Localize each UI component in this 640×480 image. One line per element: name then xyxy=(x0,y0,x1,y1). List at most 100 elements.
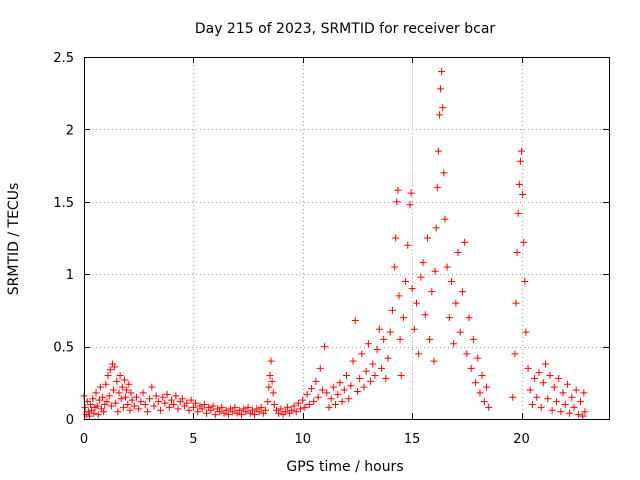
data-point xyxy=(312,377,320,385)
data-point xyxy=(480,398,488,406)
data-point xyxy=(393,198,401,206)
data-point xyxy=(281,408,289,416)
data-point xyxy=(542,360,550,368)
data-point xyxy=(130,402,138,410)
data-point xyxy=(100,408,108,416)
data-point xyxy=(124,401,132,409)
data-point xyxy=(362,367,370,375)
data-point xyxy=(297,405,305,413)
data-point xyxy=(392,234,400,242)
data-point xyxy=(321,343,329,351)
data-point xyxy=(340,386,348,394)
data-point xyxy=(356,374,364,382)
data-point xyxy=(396,335,404,343)
data-point xyxy=(116,372,124,380)
data-point xyxy=(266,372,274,380)
data-point xyxy=(550,383,558,391)
data-point xyxy=(235,406,243,414)
data-point xyxy=(458,288,466,296)
data-point xyxy=(200,401,208,409)
data-point xyxy=(248,406,256,414)
data-point xyxy=(334,390,342,398)
data-point xyxy=(157,406,165,414)
data-point xyxy=(112,399,120,407)
data-point xyxy=(161,399,169,407)
data-point xyxy=(185,406,193,414)
data-point xyxy=(122,393,130,401)
data-point xyxy=(277,405,285,413)
data-point xyxy=(106,366,114,374)
data-point xyxy=(373,345,381,353)
data-point xyxy=(511,350,519,358)
data-point xyxy=(574,411,582,419)
data-point xyxy=(432,224,440,232)
data-point xyxy=(555,374,563,382)
data-point xyxy=(207,406,215,414)
data-point xyxy=(478,372,486,380)
x-tick-label: 5 xyxy=(189,432,197,447)
data-point xyxy=(577,398,585,406)
data-point xyxy=(148,383,156,391)
data-point xyxy=(172,392,180,400)
data-point xyxy=(269,389,277,397)
data-point xyxy=(559,389,567,397)
data-point xyxy=(522,328,530,336)
data-point xyxy=(139,389,147,397)
data-point xyxy=(115,389,123,397)
data-point xyxy=(568,393,576,401)
data-point xyxy=(102,380,110,388)
data-point xyxy=(310,398,318,406)
data-point xyxy=(244,403,252,411)
data-point xyxy=(209,402,217,410)
data-point xyxy=(445,314,453,322)
data-point xyxy=(512,299,520,307)
data-point xyxy=(229,408,237,416)
data-point xyxy=(435,111,443,119)
data-point xyxy=(580,389,588,397)
data-point xyxy=(314,393,322,401)
data-point xyxy=(537,403,545,411)
data-point xyxy=(514,209,522,217)
data-point xyxy=(410,325,418,333)
data-point xyxy=(183,399,191,407)
data-point xyxy=(535,369,543,377)
data-point xyxy=(515,180,523,188)
data-point xyxy=(423,234,431,242)
data-point xyxy=(105,392,113,400)
data-point xyxy=(526,386,534,394)
data-point xyxy=(430,357,438,365)
data-point xyxy=(426,335,434,343)
y-tick-label: 1.5 xyxy=(53,196,74,211)
data-point xyxy=(107,402,115,410)
data-point xyxy=(553,398,560,406)
data-point xyxy=(380,335,388,343)
data-point xyxy=(561,401,569,409)
data-point xyxy=(301,403,309,411)
data-point xyxy=(255,408,263,416)
data-point xyxy=(93,402,101,410)
data-point xyxy=(119,403,127,411)
data-point xyxy=(419,259,427,267)
data-point xyxy=(367,377,375,385)
data-point xyxy=(85,412,93,420)
data-point xyxy=(120,376,128,384)
data-point xyxy=(384,354,392,362)
tick-labels: 0 5 10 15 20 0 0.5 1 1.5 2 2.5 xyxy=(53,51,529,447)
data-point xyxy=(581,408,589,416)
x-axis-label: GPS time / hours xyxy=(286,459,403,475)
data-point xyxy=(509,393,517,401)
data-point xyxy=(141,401,149,409)
data-point xyxy=(399,314,407,322)
data-point xyxy=(231,403,239,411)
data-point xyxy=(566,409,574,417)
data-point xyxy=(99,393,107,401)
data-point xyxy=(189,403,197,411)
x-tick-label: 10 xyxy=(294,432,311,447)
y-tick-label: 0 xyxy=(66,413,74,428)
data-point xyxy=(192,399,200,407)
x-tick-label: 20 xyxy=(513,432,530,447)
data-point xyxy=(267,357,275,365)
data-point xyxy=(211,411,219,419)
data-point xyxy=(415,350,423,358)
data-point xyxy=(224,411,232,419)
